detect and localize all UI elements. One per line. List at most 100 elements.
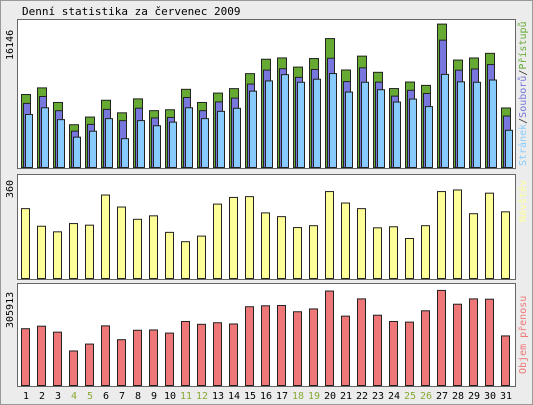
bar-stranek-day-27 — [441, 73, 449, 168]
bar-navstev-day-29 — [469, 213, 478, 279]
day-label-29: 29 — [468, 391, 480, 402]
bar-navstev-day-8 — [133, 218, 142, 280]
day-label-27: 27 — [436, 391, 448, 402]
bar-navstev-day-27 — [437, 191, 446, 279]
bar-objem-day-18 — [293, 311, 302, 386]
bar-objem-day-16 — [261, 305, 270, 387]
bar-navstev-day-11 — [181, 241, 190, 279]
bar-navstev-day-9 — [149, 215, 158, 279]
day-label-25: 25 — [404, 391, 416, 402]
legend-stranek: Stránek — [517, 124, 529, 166]
day-label-13: 13 — [212, 391, 224, 402]
bar-stranek-day-3 — [57, 119, 65, 168]
day-label-9: 9 — [151, 391, 157, 402]
bar-navstev-day-28 — [453, 189, 462, 279]
bar-navstev-day-20 — [325, 191, 334, 279]
panel-visits-bars — [21, 189, 510, 280]
panel-visits-legend: Návštěv — [517, 180, 529, 222]
bar-objem-day-28 — [453, 303, 462, 386]
legend-separator-2: / — [518, 70, 529, 76]
day-label-28: 28 — [452, 391, 464, 402]
bar-objem-day-4 — [69, 350, 78, 386]
bar-objem-day-19 — [309, 308, 318, 386]
day-label-30: 30 — [484, 391, 496, 402]
panel-volume: 305913 Objem přenosu — [5, 283, 529, 387]
bar-navstev-day-3 — [53, 231, 62, 279]
bar-objem-day-12 — [197, 323, 206, 386]
bar-objem-day-1 — [21, 328, 30, 386]
bar-navstev-day-21 — [341, 202, 350, 280]
bar-stranek-day-4 — [73, 136, 81, 169]
bar-stranek-day-10 — [169, 121, 177, 168]
day-label-12: 12 — [196, 391, 208, 402]
panel-hits-legend: Stránek/Souborů/Přístupů — [517, 21, 529, 166]
day-label-26: 26 — [420, 391, 432, 402]
bar-objem-day-20 — [325, 290, 334, 387]
bar-objem-day-13 — [213, 322, 222, 387]
bar-stranek-day-22 — [361, 81, 369, 168]
day-label-21: 21 — [340, 391, 352, 402]
bar-navstev-day-31 — [501, 211, 510, 279]
bar-navstev-day-7 — [117, 206, 126, 280]
day-label-7: 7 — [119, 391, 125, 402]
bar-navstev-day-10 — [165, 231, 174, 280]
bar-objem-day-26 — [421, 310, 430, 387]
bar-stranek-day-13 — [217, 110, 225, 168]
bar-navstev-day-14 — [229, 196, 238, 279]
bar-stranek-day-14 — [233, 107, 241, 168]
bar-navstev-day-30 — [485, 192, 494, 280]
bar-objem-day-22 — [357, 298, 366, 387]
bar-stranek-day-12 — [201, 118, 209, 169]
panel-volume-ymax-label: 305913 — [5, 292, 16, 328]
bar-stranek-day-29 — [473, 81, 481, 168]
bar-stranek-day-26 — [425, 106, 433, 168]
day-label-17: 17 — [276, 391, 288, 402]
bar-navstev-day-13 — [213, 203, 222, 280]
day-label-8: 8 — [135, 391, 141, 402]
bar-stranek-day-21 — [345, 91, 353, 168]
bar-navstev-day-2 — [37, 225, 46, 280]
day-label-10: 10 — [164, 391, 176, 402]
day-label-11: 11 — [180, 391, 192, 402]
bar-stranek-day-23 — [377, 89, 385, 168]
bar-stranek-day-24 — [393, 101, 401, 168]
bar-objem-day-10 — [165, 332, 174, 387]
bar-objem-day-27 — [437, 289, 446, 387]
bar-objem-day-17 — [277, 304, 286, 386]
legend-pristupu: Přístupů — [517, 21, 529, 69]
bar-objem-day-9 — [149, 329, 158, 387]
bar-stranek-day-5 — [89, 130, 97, 168]
bar-stranek-day-1 — [25, 114, 33, 168]
day-label-4: 4 — [71, 391, 77, 402]
bar-navstev-day-4 — [69, 223, 78, 279]
bar-objem-day-15 — [245, 306, 254, 387]
bar-navstev-day-1 — [21, 208, 30, 279]
panel-visits: 360 Návštěv — [5, 174, 529, 280]
bar-objem-day-6 — [101, 325, 110, 387]
bar-navstev-day-17 — [277, 216, 286, 279]
day-label-2: 2 — [39, 391, 45, 402]
panel-volume-bars — [21, 289, 510, 387]
bar-navstev-day-22 — [357, 208, 366, 279]
bar-objem-day-21 — [341, 315, 350, 386]
panel-visits-ymax-label: 360 — [5, 180, 16, 198]
bar-stranek-day-25 — [409, 98, 417, 168]
bar-stranek-day-8 — [137, 120, 145, 168]
legend-souboru: Souborů — [517, 76, 529, 118]
panel-hits-bars — [21, 23, 513, 169]
bar-stranek-day-30 — [489, 79, 497, 168]
bar-objem-day-2 — [37, 325, 46, 387]
day-label-20: 20 — [324, 391, 336, 402]
chart-title: Denní statistika za červenec 2009 — [22, 5, 241, 18]
bar-stranek-day-9 — [153, 125, 161, 168]
day-label-6: 6 — [103, 391, 109, 402]
bar-stranek-day-11 — [185, 107, 193, 168]
bar-navstev-day-18 — [293, 227, 302, 279]
day-label-18: 18 — [292, 391, 304, 402]
bar-stranek-day-17 — [281, 74, 289, 168]
bar-stranek-day-31 — [505, 129, 513, 168]
bar-objem-day-3 — [53, 331, 62, 386]
bar-objem-day-29 — [469, 298, 478, 387]
day-label-31: 31 — [500, 391, 512, 402]
